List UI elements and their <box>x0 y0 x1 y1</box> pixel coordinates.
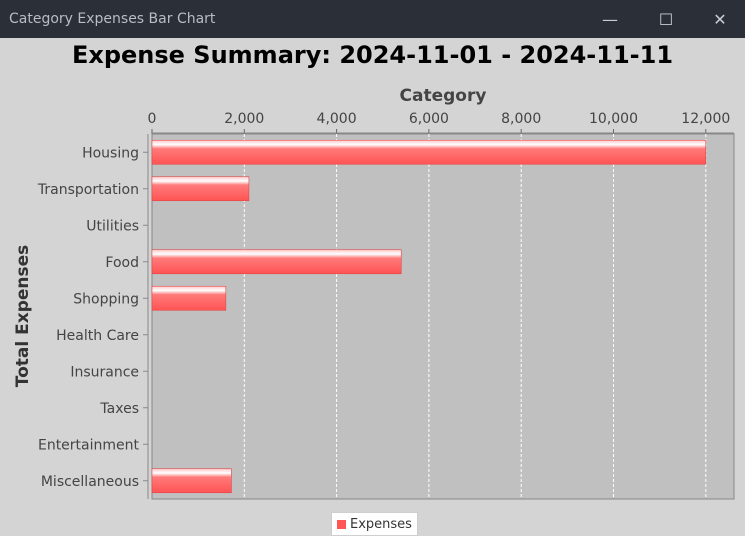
bar-shopping <box>151 285 227 311</box>
x-tick-label: 12,000 <box>681 111 730 127</box>
legend: Expenses <box>331 512 418 536</box>
category-label: Utilities <box>86 218 139 234</box>
category-label: Taxes <box>99 401 139 417</box>
category-label: Food <box>105 255 139 271</box>
window-title: Category Expenses Bar Chart <box>9 11 216 27</box>
y-axis-label: Total Expenses <box>13 245 33 388</box>
category-label: Shopping <box>73 291 139 307</box>
minimize-button[interactable]: — <box>602 9 618 29</box>
x-tick-label: 4,000 <box>317 111 357 127</box>
legend-label-expenses: Expenses <box>350 516 412 532</box>
category-label: Health Care <box>56 328 139 344</box>
bar-housing <box>151 139 707 165</box>
chart-title: Expense Summary: 2024-11-01 - 2024-11-11 <box>71 41 674 69</box>
maximize-button[interactable]: ☐ <box>658 9 674 29</box>
x-tick-label: 10,000 <box>589 111 638 127</box>
x-tick-label: 8,000 <box>501 111 541 127</box>
x-tick-label: 2,000 <box>224 111 264 127</box>
x-axis-label: Category <box>400 86 487 106</box>
x-tick-label: 0 <box>148 111 157 127</box>
category-label: Entertainment <box>38 437 140 453</box>
legend-swatch-expenses <box>337 519 346 529</box>
category-label: Housing <box>82 145 139 161</box>
bar-food <box>151 249 402 275</box>
category-label: Transportation <box>37 182 139 198</box>
close-button[interactable]: ✕ <box>713 9 727 29</box>
bar-transportation <box>151 176 250 202</box>
category-label: Insurance <box>70 364 139 380</box>
window-titlebar: Category Expenses Bar Chart — ☐ ✕ <box>0 0 745 38</box>
bar-miscellaneous <box>151 468 232 494</box>
x-tick-label: 6,000 <box>409 111 449 127</box>
category-label: Miscellaneous <box>41 474 139 490</box>
